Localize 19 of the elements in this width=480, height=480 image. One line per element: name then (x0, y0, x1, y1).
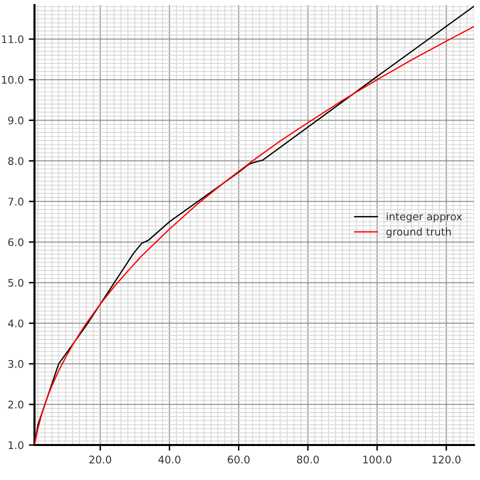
y-tick-label: 9.0 (8, 116, 24, 124)
y-tick-label: 5.0 (8, 278, 24, 287)
x-tick-label: 100.0 (363, 456, 392, 464)
y-tick-label: 2.0 (8, 400, 24, 409)
legend-label: ground truth (386, 228, 451, 238)
x-tick-label: 80.0 (297, 456, 319, 464)
y-tick-label: 1.0 (8, 441, 24, 450)
legend-label: integer approx (386, 212, 462, 222)
x-tick-label: 40.0 (158, 456, 180, 464)
x-tick-label: 60.0 (228, 456, 250, 464)
y-tick-label: 10.0 (2, 76, 24, 84)
y-tick-label: 8.0 (8, 157, 24, 165)
y-tick-label: 7.0 (8, 198, 24, 206)
y-tick-label: 4.0 (8, 319, 24, 328)
x-tick-label: 20.0 (89, 456, 112, 464)
y-tick-label: 6.0 (8, 238, 24, 246)
y-tick-label: 3.0 (8, 360, 24, 368)
y-tick-label: 11.0 (2, 35, 24, 44)
x-tick-label: 120.0 (432, 456, 461, 464)
